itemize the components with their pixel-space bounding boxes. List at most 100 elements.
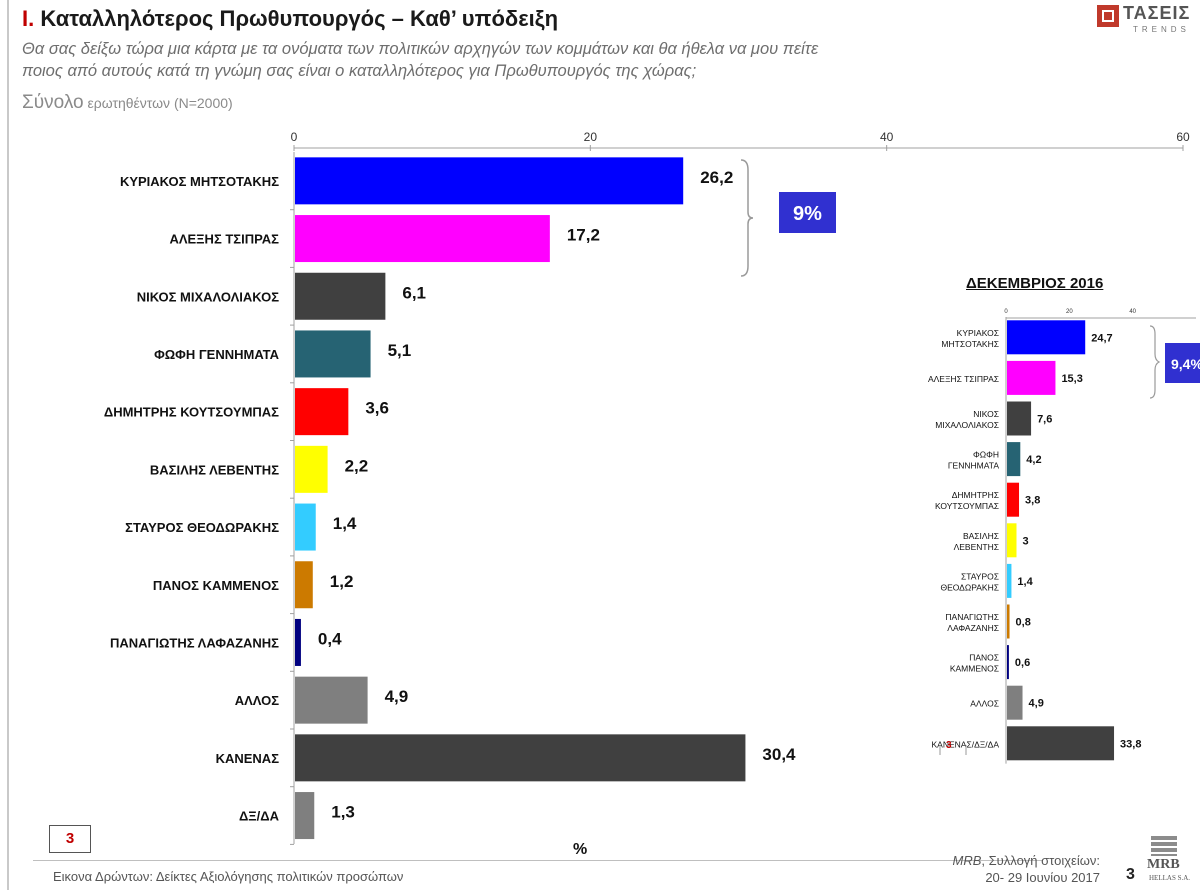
main-bar [295, 388, 349, 436]
mrb-logo-name: MRB [1147, 857, 1180, 872]
taseis-logo-name: ΤΑΣΕΙΣ [1123, 3, 1191, 23]
inset-category-label: ΜΗΤΣΟΤΑΚΗΣ [941, 339, 999, 349]
inset-category-label: ΣΤΑΥΡΟΣ [961, 571, 999, 581]
inset-category-label: ΚΟΥΤΣΟΥΜΠΑΣ [935, 501, 999, 511]
main-category-label: ΔΞ/ΔΑ [239, 809, 280, 824]
page-title: I. Καταλληλότερος Πρωθυπουργός – Καθ’ υπ… [22, 6, 558, 32]
inset-page-number: 3 [946, 740, 952, 751]
inset-category-label: ΘΕΟΔΩΡΑΚΗΣ [940, 582, 999, 592]
inset-category-label: ΒΑΣΙΛΗΣ [963, 531, 999, 541]
footer-source-line-2: 20- 29 Ιουνίου 2017 [985, 870, 1100, 885]
page-number-box: 3 [49, 825, 91, 853]
inset-data-label: 3,8 [1025, 495, 1040, 507]
sample-base-detail: ερωτηθέντων (Ν=2000) [83, 95, 233, 111]
inset-data-label: 0,6 [1015, 657, 1030, 669]
main-category-label: ΠΑΝΑΓΙΩΤΗΣ ΛΑΦΑΖΑΝΗΣ [110, 635, 279, 650]
main-data-label: 2,2 [345, 456, 369, 475]
footer-divider [33, 860, 1043, 861]
inset-category-label: ΚΑΜΜΕΝΟΣ [950, 664, 999, 674]
taseis-logo: ΤΑΣΕΙΣ TRENDS [1097, 3, 1195, 37]
main-gap-badge [779, 192, 836, 233]
main-category-label: ΑΛΛΟΣ [235, 693, 279, 708]
main-bar [295, 330, 371, 378]
main-gap-label: 9% [793, 203, 822, 225]
taseis-logo-icon [1097, 5, 1119, 27]
sample-base: Σύνολο ερωτηθέντων (Ν=2000) [22, 92, 233, 114]
inset-data-label: 3 [1023, 535, 1029, 547]
inset-bar [1007, 604, 1010, 639]
main-bar [295, 215, 550, 263]
inset-bar [1007, 726, 1115, 761]
taseis-logo-sub: TRENDS [1133, 25, 1190, 34]
inset-data-label: 15,3 [1061, 373, 1082, 385]
footer-source-text: , Συλλογή στοιχείων: [981, 853, 1100, 868]
main-data-label: 0,4 [318, 629, 342, 648]
main-data-label: 1,3 [331, 803, 355, 822]
main-data-label: 17,2 [567, 226, 600, 245]
main-data-label: 5,1 [388, 341, 412, 360]
question-line-2: ποιος από αυτούς κατά τη γνώμη σας είναι… [22, 62, 697, 80]
inset-category-label: ΝΙΚΟΣ [973, 409, 999, 419]
main-data-label: 30,4 [762, 745, 796, 764]
inset-gap-bracket [1149, 325, 1161, 399]
inset-bar [1007, 685, 1023, 720]
main-data-label: 3,6 [365, 399, 389, 418]
inset-category-label: ΓΕΝΝΗΜΑΤΑ [948, 461, 999, 471]
inset-data-label: 33,8 [1120, 738, 1141, 750]
main-bar [295, 157, 684, 205]
page-frame-line [7, 0, 9, 890]
main-bar [295, 503, 316, 551]
inset-data-label: 4,9 [1029, 698, 1044, 710]
main-data-label: 1,2 [330, 572, 354, 591]
main-bar [295, 734, 746, 782]
main-category-label: ΚΑΝΕΝΑΣ [216, 751, 280, 766]
inset-bar [1007, 442, 1021, 477]
title-text: Καταλληλότερος Πρωθυπουργός – Καθ’ υπόδε… [40, 6, 559, 31]
inset-gap-badge [1165, 343, 1200, 383]
main-data-label: 4,9 [385, 687, 409, 706]
inset-bar [1007, 563, 1012, 598]
page-number: 3 [1126, 866, 1135, 883]
inset-category-label: ΔΗΜΗΤΡΗΣ [952, 490, 999, 500]
footer-caption: Εικονα Δρώντων: Δείκτες Αξιολόγησης πολι… [53, 869, 404, 884]
inset-bar [1007, 401, 1032, 436]
inset-data-label: 4,2 [1026, 454, 1041, 466]
inset-x-tick-label: 20 [1066, 309, 1073, 315]
inset-data-label: 7,6 [1037, 414, 1052, 426]
inset-bar [1007, 645, 1009, 680]
inset-x-tick-label: 40 [1129, 309, 1136, 315]
main-data-label: 1,4 [333, 514, 357, 533]
inset-data-label: 1,4 [1017, 576, 1033, 588]
main-x-tick-label: 20 [584, 130, 598, 144]
main-x-tick-label: 0 [291, 130, 298, 144]
mrb-logo-icon [1151, 836, 1177, 856]
inset-bar [1007, 523, 1017, 558]
main-x-tick-label: 60 [1176, 130, 1190, 144]
inset-category-label: ΑΛΕΞΗΣ ΤΣΙΠΡΑΣ [928, 374, 999, 384]
footer-source-line-1: MRB, Συλλογή στοιχείων: [940, 852, 1101, 869]
main-category-label: ΚΥΡΙΑΚΟΣ ΜΗΤΣΟΤΑΚΗΣ [120, 174, 279, 189]
inset-data-label: 24,7 [1091, 332, 1112, 344]
main-data-label: 26,2 [700, 168, 733, 187]
inset-chart-title: ΔΕΚΕΜΒΡΙΟΣ 2016 [966, 275, 1104, 292]
question-line-1: Θα σας δείξω τώρα μια κάρτα με τα ονόματ… [22, 40, 819, 58]
inset-category-label: ΠΑΝΑΓΙΩΤΗΣ [945, 612, 999, 622]
main-bar [295, 445, 328, 493]
main-gap-bracket [740, 159, 754, 277]
main-category-label: ΦΩΦΗ ΓΕΝΝΗΜΑΤΑ [154, 347, 280, 362]
title-roman-numeral: I. [22, 6, 35, 31]
inset-category-label: ΜΙΧΑΛΟΛΙΑΚΟΣ [935, 420, 999, 430]
inset-bar [1007, 360, 1056, 395]
sample-base-main: Σύνολο [22, 92, 84, 113]
inset-category-label: ΦΩΦΗ [973, 450, 999, 460]
x-axis-unit-label: % [573, 841, 588, 858]
inset-category-label: ΚΥΡΙΑΚΟΣ [957, 328, 999, 338]
mrb-logo-sub: HELLAS S.A. [1149, 874, 1191, 882]
inset-category-label: ΚΑΝΕΝΑΣ/ΔΞ/ΔΑ [932, 739, 1000, 749]
main-bar [295, 792, 315, 840]
main-category-label: ΣΤΑΥΡΟΣ ΘΕΟΔΩΡΑΚΗΣ [125, 520, 279, 535]
footer-source: MRB, Συλλογή στοιχείων: 20- 29 Ιουνίου 2… [940, 852, 1101, 886]
inset-category-label: ΛΑΦΑΖΑΝΗΣ [947, 623, 999, 633]
inset-data-label: 0,8 [1016, 617, 1031, 629]
